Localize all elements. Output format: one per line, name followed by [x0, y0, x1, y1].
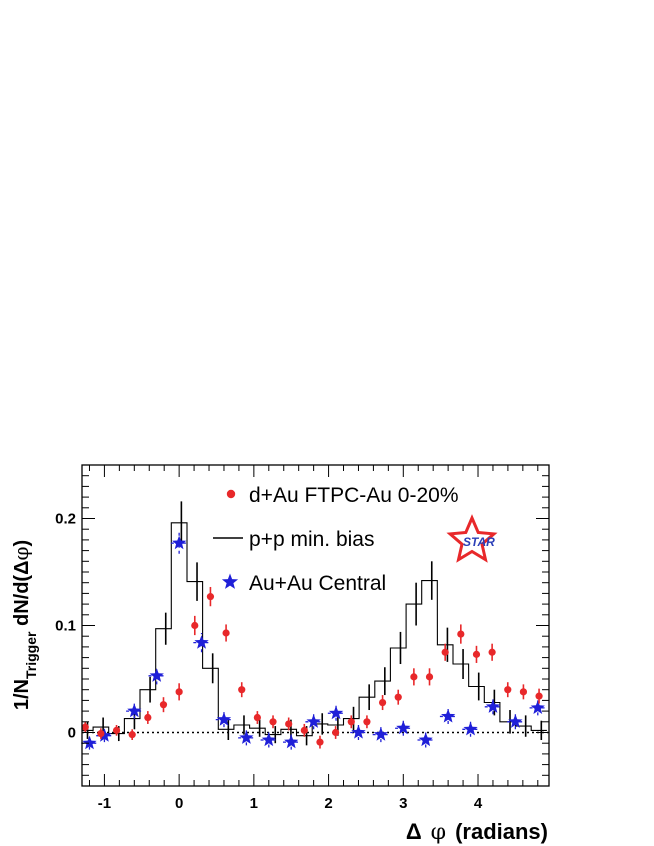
dau-point: [519, 688, 528, 696]
y-tick-label: 0.2: [55, 511, 76, 528]
auau-point-star-icon: [127, 703, 142, 718]
dau-point: [81, 723, 89, 731]
auau-point-star-icon: [261, 732, 276, 747]
auau-point-star-icon: [97, 728, 112, 742]
dau-point: [457, 630, 465, 638]
legend-label-pp: p+p min. bias: [249, 528, 375, 551]
auau-point-star-icon: [239, 730, 254, 744]
dau-point: [206, 593, 215, 601]
axis-ticks: -1 0 1 2 3 4 0 0.1 0.2: [55, 464, 549, 812]
x-tick-label: 2: [324, 795, 332, 812]
star-logo: STAR: [446, 514, 498, 563]
x-tick-label: 1: [250, 795, 258, 812]
dau-point: [394, 693, 402, 701]
auau-point-star-icon: [485, 699, 501, 713]
auau-point-star-icon: [172, 535, 187, 550]
dau-point: [97, 729, 105, 738]
legend-marker-dau: [226, 489, 236, 499]
dau-point: [363, 718, 371, 726]
dau-point: [238, 686, 246, 694]
auau-point-star-icon: [463, 721, 478, 736]
auau-point-star-icon: [396, 720, 411, 735]
auau-point-star-icon: [351, 725, 366, 739]
legend: d+Au FTPC-Au 0-20% p+p min. bias Au+Au C…: [213, 484, 459, 595]
dau-point: [425, 673, 434, 681]
star-logo-icon: [446, 514, 498, 563]
dau-point: [488, 648, 496, 656]
x-tick-label: 0: [175, 795, 183, 812]
legend-label-dau: d+Au FTPC-Au 0-20%: [249, 484, 459, 507]
y-tick-label: 0.1: [55, 618, 76, 635]
dau-point: [285, 720, 293, 728]
dau-point: [441, 648, 449, 656]
dau-point: [159, 701, 168, 709]
auau-point-star-icon: [216, 712, 232, 726]
auau-point-star-icon: [530, 700, 545, 714]
dau-point: [410, 673, 418, 681]
dau-point: [175, 688, 183, 696]
dau-point: [535, 692, 543, 700]
dau-point: [378, 698, 387, 707]
y-axis-label: 1/NTrigger dN/d(Δφ): [9, 540, 39, 710]
dau-point: [253, 713, 261, 722]
auau-point-star-icon: [373, 727, 388, 741]
auau-point-star-icon: [508, 714, 523, 728]
auau-point-star-icon: [284, 734, 299, 749]
auau-point-star-icon: [441, 709, 456, 723]
plot-area: [81, 501, 549, 750]
dau-point: [128, 731, 136, 739]
legend-label-auau: Au+Au Central: [249, 572, 386, 595]
dau-point: [222, 629, 230, 637]
x-tick-label: 3: [399, 795, 407, 812]
dau-point: [112, 726, 121, 734]
dau-point: [347, 718, 355, 726]
auau-point-star-icon: [418, 732, 433, 747]
pp-histogram: [82, 522, 547, 737]
auau-point-star-icon: [306, 714, 321, 728]
legend-marker-auau: [221, 573, 239, 589]
dau-point: [316, 738, 324, 746]
dau-point: [144, 713, 152, 722]
dau-point: [472, 650, 481, 658]
x-tick-label: 4: [474, 795, 483, 812]
y-tick-label: 0: [68, 725, 76, 742]
auau-point-star-icon: [194, 635, 209, 649]
dau-point: [191, 621, 199, 630]
auau-point-star-icon: [82, 735, 97, 750]
x-tick-label: -1: [98, 795, 111, 812]
dau-point: [300, 726, 308, 734]
dau-point: [269, 718, 277, 726]
auau-point-star-icon: [328, 705, 344, 720]
dau-point: [332, 728, 340, 737]
dau-point: [504, 686, 512, 694]
auau-point-star-icon: [149, 668, 164, 682]
star-logo-text: STAR: [463, 535, 495, 549]
